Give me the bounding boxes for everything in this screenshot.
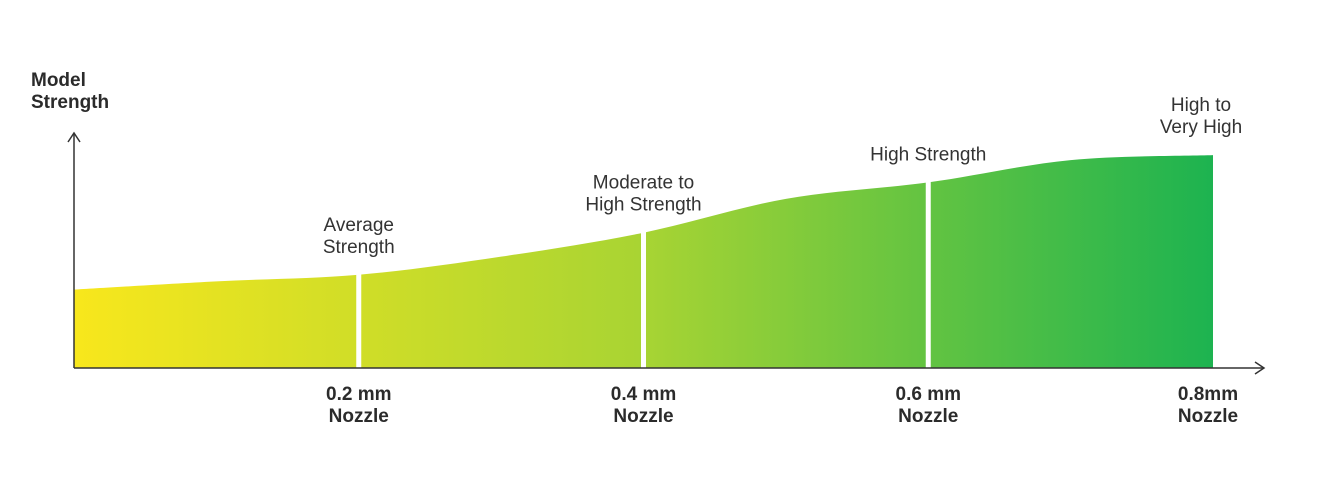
x-tick-label-line: 0.6 mm: [896, 384, 961, 405]
category-label-4: High to Very High: [1160, 95, 1242, 138]
axis-layer: [67, 131, 1266, 375]
category-label-line: High to: [1171, 95, 1231, 116]
x-tick-label-line: 0.4 mm: [611, 384, 676, 405]
x-tick-label-line: Nozzle: [329, 406, 389, 427]
x-tick-label-line: 0.8mm: [1178, 384, 1238, 405]
category-label-line: High Strength: [585, 195, 701, 216]
x-tick-label-line: Nozzle: [898, 406, 958, 427]
category-label-line: Moderate to: [593, 173, 694, 194]
x-tick-label-1: 0.2 mm Nozzle: [326, 384, 391, 427]
y-axis-label-line: Strength: [31, 92, 109, 113]
x-tick-label-3: 0.6 mm Nozzle: [896, 384, 961, 427]
category-label-line: Average: [324, 215, 394, 236]
category-label-line: Strength: [323, 237, 395, 258]
category-label-line: Very High: [1160, 117, 1242, 138]
divider-layer: [356, 150, 931, 368]
category-label-1: Average Strength: [323, 215, 395, 258]
y-axis-arrow: [67, 131, 81, 143]
category-label-2: Moderate to High Strength: [585, 173, 701, 216]
category-label-line: High Strength: [870, 144, 986, 165]
x-tick-label-line: Nozzle: [613, 406, 673, 427]
x-tick-label-2: 0.4 mm Nozzle: [611, 384, 676, 427]
x-axis-arrow: [1254, 361, 1266, 375]
category-label-3: High Strength: [870, 144, 986, 165]
x-tick-label-4: 0.8mm Nozzle: [1178, 384, 1238, 427]
x-tick-label-line: 0.2 mm: [326, 384, 391, 405]
y-axis-label: Model Strength: [31, 70, 109, 113]
x-tick-label-line: Nozzle: [1178, 406, 1238, 427]
y-axis-label-line: Model: [31, 70, 86, 91]
